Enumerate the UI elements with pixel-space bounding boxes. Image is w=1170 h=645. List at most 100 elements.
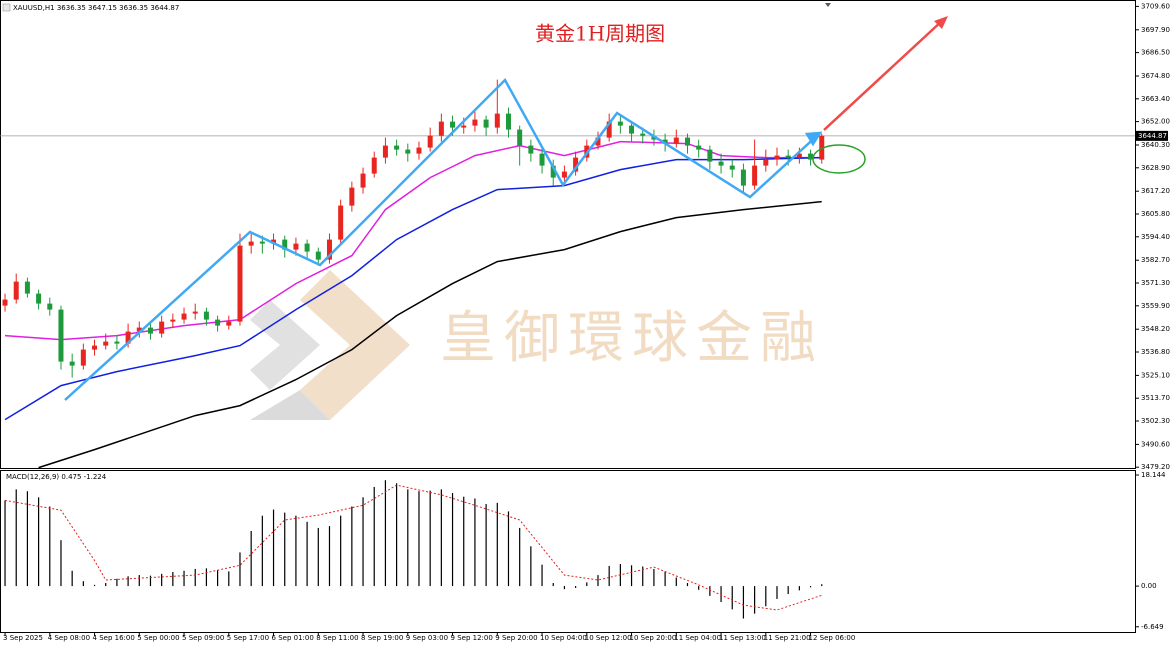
candle-body	[226, 321, 232, 326]
y-tick-label: 3628.90	[1141, 164, 1170, 172]
y-tick-label: 0.00	[1141, 582, 1157, 590]
macd-bar	[507, 511, 510, 587]
macd-bar	[798, 586, 800, 591]
macd-bar	[60, 540, 62, 587]
logo	[250, 270, 410, 420]
x-tick-label: 5 Sep 17:00	[227, 634, 269, 642]
chart-title: 黄金1H周期图	[535, 22, 665, 46]
macd-bar	[172, 572, 174, 587]
candle-body	[360, 173, 366, 188]
candle-body	[450, 121, 456, 128]
macd-bar	[709, 586, 711, 596]
macd-bar	[93, 584, 96, 587]
macd-bar	[317, 527, 319, 587]
macd-bar	[261, 515, 263, 587]
current-price-label: 3644.87	[1138, 132, 1167, 140]
candle-body	[438, 121, 444, 136]
candle-body	[338, 205, 344, 240]
signal-line	[4, 484, 822, 611]
y-tick-label: 3536.80	[1141, 348, 1170, 356]
y-tick-label: -6.649	[1141, 623, 1164, 631]
candle-body	[36, 293, 42, 304]
macd-bar	[821, 584, 823, 587]
y-tick-label: 3571.30	[1141, 279, 1170, 287]
macd-bar	[26, 491, 29, 587]
candle-body	[461, 125, 467, 128]
moving-average	[38, 200, 822, 469]
macd-bar	[664, 571, 666, 587]
candle-body	[416, 147, 422, 154]
macd-bar	[127, 576, 129, 587]
y-tick-label: 3582.70	[1141, 256, 1170, 264]
x-tick-label: 10 Sep 20:00	[630, 634, 677, 642]
candle-body	[136, 327, 142, 332]
candle-body	[315, 251, 321, 260]
y-tick-label: 3674.80	[1141, 72, 1170, 80]
x-tick-label: 9 Sep 12:00	[451, 634, 493, 642]
macd-bar	[351, 506, 353, 587]
macd-bar	[49, 506, 51, 587]
macd-bar	[720, 586, 722, 603]
macd-bar	[149, 575, 152, 587]
candle-body	[573, 157, 579, 172]
macd-bar	[552, 583, 554, 587]
y-tick-label: 3559.90	[1141, 302, 1170, 310]
candle-body	[662, 139, 668, 144]
x-tick-label: 8 Sep 19:00	[361, 634, 403, 642]
candle-body	[774, 155, 780, 160]
candle-body	[394, 145, 400, 150]
y-tick-label: 3490.60	[1141, 440, 1170, 448]
candle-body	[282, 239, 288, 250]
candle-body	[494, 113, 500, 128]
x-tick-label: 10 Sep 04:00	[540, 634, 587, 642]
candle-body	[640, 133, 646, 136]
macd-bar	[373, 486, 375, 587]
macd-bar	[608, 565, 610, 587]
candle-body	[673, 137, 679, 144]
macd-bar	[787, 586, 789, 595]
macd-bar	[205, 568, 208, 587]
candle-body	[617, 121, 623, 126]
candle-body	[740, 169, 746, 186]
candle-body	[808, 153, 814, 160]
trend-zigzag	[64, 77, 821, 401]
candle-body	[271, 239, 277, 244]
macd-bar	[586, 582, 588, 587]
x-tick-label: 11 Sep 13:00	[719, 634, 766, 642]
x-tick-label: 9 Sep 20:00	[495, 634, 537, 642]
main-panel	[0, 0, 1136, 469]
macd-bar	[15, 489, 17, 587]
candle-body	[539, 153, 545, 166]
candle-body	[125, 331, 131, 344]
marks	[0, 79, 1135, 619]
y-tick-label: 3513.70	[1141, 394, 1170, 402]
candle-body	[170, 319, 176, 322]
y-tick-label: 18.144	[1141, 471, 1166, 479]
candle-body	[103, 341, 109, 346]
x-tick-label: 5 Sep 09:00	[182, 634, 224, 642]
macd-bar	[71, 570, 73, 587]
candle-body	[752, 165, 758, 186]
macd-bar	[496, 502, 498, 587]
candle-body	[192, 311, 198, 314]
macd-bar	[429, 490, 431, 587]
macd-bar	[161, 573, 163, 587]
header: XAUUSD,H1 3636.35 3647.15 3636.35 3644.8…	[13, 4, 179, 12]
shift-marker	[825, 3, 831, 7]
macd-bar	[37, 497, 40, 587]
candle-body	[763, 159, 769, 166]
macd-bar	[563, 586, 566, 590]
arrow-head	[934, 16, 948, 29]
macd-bar	[116, 578, 118, 587]
candle-body	[718, 161, 724, 166]
candle-body	[349, 187, 355, 206]
macd-bar	[776, 586, 778, 599]
macd-bar	[809, 586, 812, 588]
x-tick-label: 4 Sep 16:00	[93, 634, 135, 642]
macd-bar	[597, 575, 599, 587]
y-tick-label: 3652.00	[1141, 118, 1170, 126]
macd-bar	[541, 564, 543, 587]
macd-bar	[362, 497, 364, 587]
candle-body	[293, 243, 299, 250]
